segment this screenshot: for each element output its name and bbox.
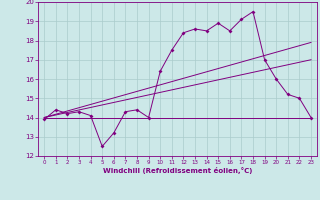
X-axis label: Windchill (Refroidissement éolien,°C): Windchill (Refroidissement éolien,°C) — [103, 167, 252, 174]
